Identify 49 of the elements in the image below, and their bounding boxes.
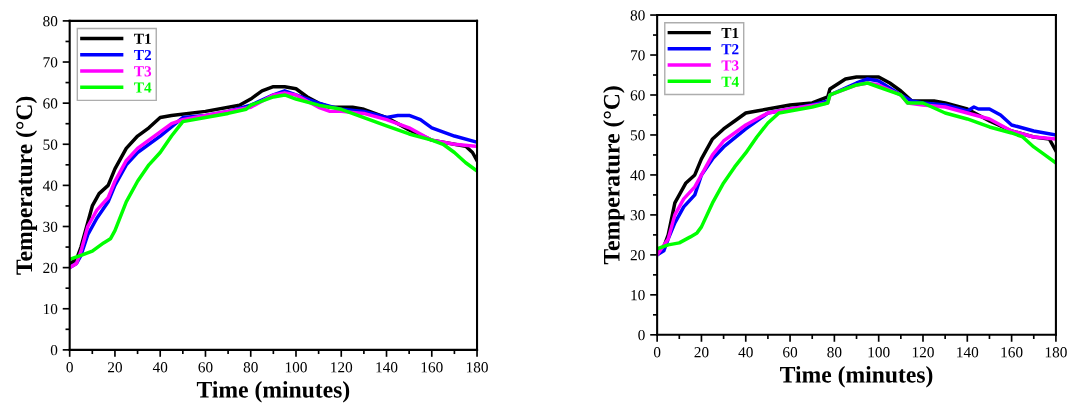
legend-label: T3 — [721, 60, 739, 71]
x-tick-label: 20 — [694, 347, 709, 358]
legend-label: T1 — [134, 33, 151, 44]
x-tick-label: 140 — [376, 362, 398, 373]
y-tick-label: 10 — [631, 289, 645, 301]
x-tick-label: 0 — [653, 347, 661, 358]
x-tick-label: 180 — [466, 362, 488, 373]
legend-label: T4 — [134, 82, 152, 93]
x-tick-label: 120 — [331, 362, 353, 373]
x-tick-label: 120 — [912, 347, 934, 358]
x-tick-label: 60 — [783, 347, 798, 358]
x-tick-label: 80 — [827, 347, 842, 358]
legend-label: T2 — [134, 49, 152, 61]
y-tick-label: 10 — [43, 303, 58, 315]
y-tick-label: 60 — [630, 90, 645, 101]
x-tick-label: 20 — [107, 362, 122, 373]
x-tick-label: 160 — [1001, 347, 1023, 358]
x-tick-label: 40 — [738, 347, 753, 358]
y-tick-label: 30 — [630, 210, 645, 221]
x-axis-title: Time (minutes) — [196, 381, 350, 403]
x-tick-label: 180 — [1045, 347, 1067, 358]
x-tick-label: 80 — [243, 362, 258, 373]
y-axis-title: Temperature (°C) — [603, 86, 625, 265]
x-tick-label: 160 — [421, 362, 443, 373]
y-tick-label: 20 — [630, 250, 645, 261]
y-tick-label: 60 — [43, 98, 58, 109]
legend-label: T3 — [134, 66, 152, 77]
x-tick-label: 100 — [285, 362, 307, 373]
legend-label: T1 — [721, 27, 739, 38]
y-tick-label: 40 — [42, 180, 58, 191]
x-tick-label: 140 — [957, 347, 979, 358]
y-tick-label: 20 — [43, 262, 58, 274]
y-tick-label: 50 — [43, 139, 58, 150]
legend-label: T4 — [721, 76, 739, 87]
y-axis-title: Temperature (°C) — [15, 96, 38, 275]
x-tick-label: 0 — [66, 362, 73, 373]
y-tick-label: 70 — [631, 50, 645, 61]
y-tick-label: 70 — [43, 57, 58, 68]
y-tick-label: 50 — [630, 130, 645, 141]
y-tick-label: 80 — [43, 16, 58, 27]
y-tick-label: 40 — [630, 170, 645, 181]
y-tick-label: 30 — [43, 221, 58, 232]
x-tick-label: 100 — [868, 347, 890, 358]
x-tick-label: 40 — [152, 362, 168, 373]
y-tick-label: 0 — [638, 329, 645, 341]
y-tick-label: 80 — [630, 10, 645, 21]
legend-label: T2 — [721, 44, 739, 55]
x-axis-title: Time (minutes) — [780, 366, 933, 388]
x-tick-label: 60 — [198, 362, 213, 373]
